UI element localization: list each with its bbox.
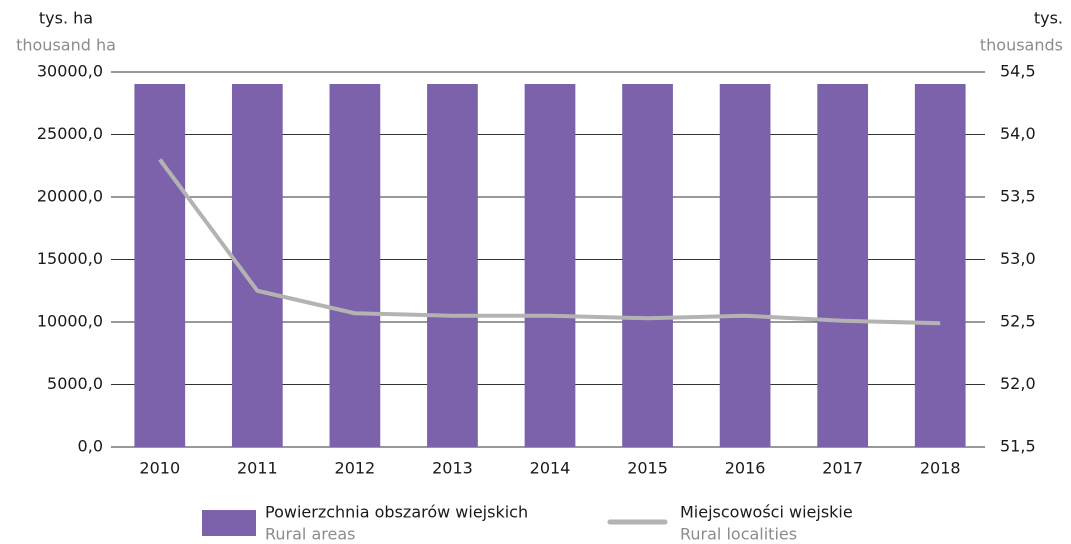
- legend-swatch: [202, 510, 256, 536]
- bar: [329, 84, 381, 447]
- legend-label-en: Rural areas: [265, 525, 355, 544]
- y2-tick-label: 53,5: [1000, 187, 1036, 206]
- y-tick-label: 30000,0: [37, 62, 103, 81]
- bar: [719, 84, 771, 447]
- x-tick-label: 2014: [530, 459, 571, 478]
- x-tick-label: 2011: [237, 459, 278, 478]
- y-tick-label: 10000,0: [37, 312, 103, 331]
- bar: [134, 84, 186, 447]
- bar: [524, 84, 576, 447]
- x-tick-label: 2010: [139, 459, 180, 478]
- x-tick-label: 2018: [920, 459, 961, 478]
- x-tick-label: 2015: [627, 459, 668, 478]
- x-tick-label: 2017: [822, 459, 863, 478]
- y2-tick-label: 54,5: [1000, 62, 1036, 81]
- y2-tick-label: 52,5: [1000, 312, 1036, 331]
- y2-axis-title-en: thousands: [980, 36, 1063, 55]
- y-tick-label: 25000,0: [37, 124, 103, 143]
- y2-tick-label: 52,0: [1000, 374, 1036, 393]
- x-tick-label: 2013: [432, 459, 473, 478]
- y-tick-label: 5000,0: [47, 374, 103, 393]
- y-axis-title: tys. ha: [39, 9, 93, 28]
- x-tick-label: 2016: [725, 459, 766, 478]
- y-tick-label: 20000,0: [37, 187, 103, 206]
- y2-tick-label: 53,0: [1000, 249, 1036, 268]
- y2-axis-title: tys.: [1034, 9, 1063, 28]
- y-tick-label: 15000,0: [37, 249, 103, 268]
- legend-label: Powierzchnia obszarów wiejskich: [265, 503, 528, 522]
- x-tick-label: 2012: [335, 459, 376, 478]
- bar: [817, 84, 869, 447]
- y-axis-title-en: thousand ha: [16, 36, 116, 55]
- bar: [914, 84, 966, 447]
- bar: [427, 84, 478, 447]
- legend-label: Miejscowości wiejskie: [680, 503, 853, 522]
- y-tick-label: 0,0: [78, 437, 103, 456]
- y2-tick-label: 51,5: [1000, 437, 1036, 456]
- legend-label-en: Rural localities: [680, 525, 797, 544]
- bar: [622, 84, 673, 447]
- y2-tick-label: 54,0: [1000, 124, 1036, 143]
- line: [158, 158, 941, 326]
